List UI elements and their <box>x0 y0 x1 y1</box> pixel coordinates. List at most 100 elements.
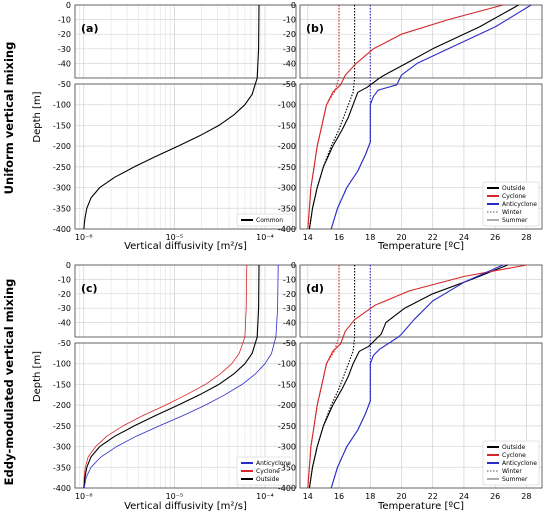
series-line <box>83 264 260 489</box>
y-tick-label: -250 <box>53 163 71 172</box>
y-tick-label: -250 <box>53 422 71 431</box>
series-line <box>83 4 260 230</box>
y-tick-label: -10 <box>58 275 71 284</box>
x-tick-label: 14 <box>303 233 313 242</box>
y-tick-label: -200 <box>53 142 71 151</box>
series-line <box>330 4 532 230</box>
y-tick-label: -20 <box>283 30 296 39</box>
legend-label: Common <box>256 217 283 224</box>
x-axis-label: Vertical diffusivity [m²/s] <box>124 501 247 512</box>
y-axis-label: Depth [m] <box>32 91 43 142</box>
x-tick-label: 18 <box>365 492 375 501</box>
x-tick-label: 10⁻⁴ <box>256 233 274 242</box>
y-tick-label: -30 <box>283 45 296 54</box>
panel-3: 0 -10 -20 -30 -40 -50 -100 -150 -200 -250 -300 -350… <box>278 261 543 512</box>
x-tick-label: 24 <box>459 492 469 501</box>
y-tick-label: -40 <box>283 59 296 68</box>
x-tick-label: 22 <box>428 492 438 501</box>
y-tick-label: -50 <box>283 339 296 348</box>
x-tick-label: 10⁻⁵ <box>166 233 184 242</box>
y-tick-label: -10 <box>283 16 296 25</box>
y-tick-label: -40 <box>58 319 71 328</box>
y-tick-label: -350 <box>278 463 296 472</box>
legend-box <box>482 440 540 486</box>
y-tick-label: -150 <box>53 380 71 389</box>
y-tick-label: -30 <box>283 304 296 313</box>
axes-frame-bottom <box>299 342 543 489</box>
y-tick-label: -350 <box>278 204 296 213</box>
x-tick-label: 10⁻⁶ <box>75 233 93 242</box>
plots-layer: 0-10-20-30-40-50-100-150-200-250-300-350… <box>32 1 543 512</box>
legend-label: Cyclone <box>256 468 280 475</box>
series-line <box>83 264 248 489</box>
legend-label: Outside <box>256 476 279 483</box>
y-tick-label: -250 <box>278 163 296 172</box>
y-tick-label: 0 <box>66 1 71 10</box>
x-tick-label: 28 <box>521 492 531 501</box>
y-tick-label: 0 <box>291 261 296 270</box>
y-tick-label: -200 <box>278 401 296 410</box>
y-tick-label: -10 <box>283 275 296 284</box>
panel-label: (d) <box>306 282 324 295</box>
y-tick-label: -200 <box>53 401 71 410</box>
y-tick-label: -400 <box>53 225 71 234</box>
series-line <box>83 264 279 489</box>
panel-0: 0 -10 -20 -30 -40 -50 -100 -150 -200 -250 -300 -350… <box>32 1 297 252</box>
y-tick-label: -250 <box>278 422 296 431</box>
axes-frame-top <box>299 264 543 338</box>
legend-label: Cyclone <box>502 193 526 200</box>
legend-label: Anticyclone <box>502 201 537 208</box>
axes-frame-bottom <box>74 83 297 230</box>
x-tick-label: 10⁻⁵ <box>166 492 184 501</box>
y-tick-label: -50 <box>283 80 296 89</box>
legend-label: Summer <box>502 476 528 483</box>
y-tick-label: -200 <box>278 142 296 151</box>
series-line <box>330 264 504 489</box>
y-tick-label: -150 <box>278 380 296 389</box>
panel-label: (a) <box>81 22 98 35</box>
legend-label: Summer <box>502 217 528 224</box>
y-tick-label: -20 <box>283 290 296 299</box>
legend-label: Anticyclone <box>502 460 537 467</box>
y-tick-label: -100 <box>53 360 71 369</box>
panel-label: (b) <box>306 22 324 35</box>
legend-label: Anticyclone <box>256 460 291 467</box>
series-line <box>308 264 508 489</box>
y-tick-label: -40 <box>283 319 296 328</box>
y-tick-label: -300 <box>53 184 71 193</box>
y-tick-label: -350 <box>53 204 71 213</box>
y-tick-label: -400 <box>278 225 296 234</box>
y-tick-label: -300 <box>278 184 296 193</box>
panel-label: (c) <box>81 282 98 295</box>
y-tick-label: -150 <box>53 121 71 130</box>
series-line <box>308 4 519 230</box>
y-tick-label: -50 <box>58 339 71 348</box>
x-axis-label: Temperature [ºC] <box>377 241 464 252</box>
y-tick-label: -30 <box>58 304 71 313</box>
legend-box <box>236 213 294 227</box>
panel-1: 0 -10 -20 -30 -40 -50 -100 -150 -200 -250 -300 -350… <box>278 1 543 252</box>
x-axis-label: Vertical diffusivity [m²/s] <box>124 241 247 252</box>
panel-2: 0 -10 -20 -30 -40 -50 -100 -150 -200 -250 -300 -350… <box>32 261 297 512</box>
legend-box <box>482 181 540 227</box>
x-tick-label: 16 <box>334 233 344 242</box>
y-tick-label: -400 <box>278 484 296 493</box>
y-axis-label: Depth [m] <box>32 351 43 402</box>
y-tick-label: -20 <box>58 290 71 299</box>
y-tick-label: -100 <box>278 101 296 110</box>
x-tick-label: 28 <box>521 233 531 242</box>
x-tick-label: 26 <box>490 233 500 242</box>
y-tick-label: -40 <box>58 59 71 68</box>
row-label-uniform: Uniform vertical mixing <box>2 42 16 195</box>
legend-label: Winter <box>502 468 522 475</box>
x-tick-label: 10⁻⁴ <box>256 492 274 501</box>
x-tick-label: 18 <box>365 233 375 242</box>
x-tick-label: 16 <box>334 492 344 501</box>
x-tick-label: 24 <box>459 233 469 242</box>
y-tick-label: -10 <box>58 16 71 25</box>
x-tick-label: 20 <box>396 492 406 501</box>
y-tick-label: -300 <box>278 443 296 452</box>
